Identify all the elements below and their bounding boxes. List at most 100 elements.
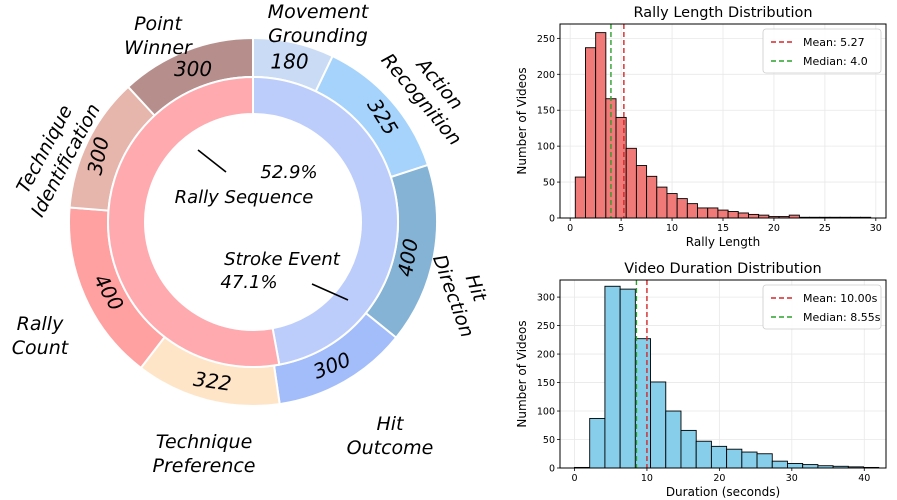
y-tick-label: 200 <box>537 350 555 361</box>
inner-wedge-rally-sequence <box>107 75 281 368</box>
legend-box <box>762 28 882 74</box>
y-tick-label: 150 <box>537 106 555 117</box>
histogram-bar <box>676 198 688 219</box>
outer-label-line: Hit <box>376 413 405 435</box>
histogram-bar <box>771 460 788 469</box>
legend-box <box>762 284 882 330</box>
histogram-bar <box>695 440 712 469</box>
outer-value-movement-grounding: 180 <box>270 50 308 74</box>
histogram-bar <box>646 175 658 219</box>
outer-label-rally-count: Rally Count <box>12 313 70 359</box>
histogram-bar <box>615 116 627 219</box>
plot-frame <box>559 279 887 469</box>
histogram-bar <box>710 445 728 469</box>
x-tick-label: 5 <box>618 223 624 234</box>
stroke-event-leader-line <box>311 283 349 301</box>
stroke-event-label: Stroke Event <box>224 249 341 270</box>
y-tick-label: 0 <box>549 464 555 475</box>
outer-label-hit-outcome: Hit Outcome <box>347 413 434 459</box>
y-tick-label: 100 <box>537 142 555 153</box>
histogram-bar <box>787 462 804 469</box>
rally-length-histogram: Rally Length Distribution 0 5 10 15 20 25 30 0 50… <box>515 5 887 249</box>
outer-label-line: Movement <box>268 1 370 23</box>
outer-label-hit-direction: HitDirection <box>428 244 501 341</box>
legend-median-label: Median: 4.0 <box>803 55 868 68</box>
chart-title: Rally Length Distribution <box>633 5 812 21</box>
histogram-bar <box>666 193 678 219</box>
legend-mean-label: Mean: 10.00s <box>803 292 878 305</box>
y-tick-label: 0 <box>549 214 555 225</box>
y-tick-label: 50 <box>543 178 555 189</box>
x-tick-label: 30 <box>786 473 798 484</box>
x-tick-label: 10 <box>666 223 678 234</box>
x-tick-label: 0 <box>567 223 573 234</box>
outer-label-technique-preference: Technique Preference <box>152 431 255 477</box>
histogram-bar <box>656 186 668 219</box>
histogram-bar <box>737 212 749 219</box>
outer-label-line: Point <box>134 13 183 35</box>
x-axis-label: Rally Length <box>686 235 760 249</box>
y-tick-label: 50 <box>543 435 555 446</box>
y-tick-label: 100 <box>537 407 555 418</box>
y-tick-label: 150 <box>537 378 555 389</box>
rally-sequence-leader-line <box>197 149 227 173</box>
rally-sequence-label: Rally Sequence <box>175 187 314 208</box>
histogram-bar <box>574 176 586 219</box>
rally-sequence-percent: 52.9% <box>260 162 317 183</box>
outer-label-movement-grounding: Movement Grounding <box>268 1 370 47</box>
histogram-bar <box>585 47 597 219</box>
legend-median-label: Median: 8.55s <box>803 311 881 324</box>
histogram-bar <box>802 464 819 469</box>
x-axis-label: Duration (seconds) <box>666 485 780 499</box>
stroke-event-percent: 47.1% <box>220 272 277 293</box>
legend-mean-label: Mean: 5.27 <box>803 36 865 49</box>
x-tick-label: 20 <box>768 223 780 234</box>
x-tick-label: 10 <box>641 473 653 484</box>
x-tick-label: 25 <box>819 223 831 234</box>
histogram-bar <box>619 288 636 469</box>
histogram-bar <box>634 338 652 469</box>
video-duration-histogram: Video Duration Distribution 0 10 20 30 40 0 50 1… <box>515 261 887 499</box>
histogram-bar <box>697 207 709 219</box>
y-axis-label: Number of Videos <box>515 67 529 174</box>
x-tick-label: 20 <box>713 473 725 484</box>
histogram-bar <box>756 453 773 469</box>
histogram-bar <box>589 417 606 469</box>
y-tick-label: 200 <box>537 70 555 81</box>
x-tick-label: 15 <box>717 223 729 234</box>
histogram-bar <box>727 211 739 219</box>
outer-label-line: Rally <box>17 313 64 335</box>
y-axis-label: Number of Videos <box>515 320 529 427</box>
outer-value-point-winner: 300 <box>174 57 212 81</box>
outer-label-line: Outcome <box>347 437 434 459</box>
outer-label-line: Technique <box>156 431 253 453</box>
histogram-bar <box>595 32 607 219</box>
histogram-bar <box>741 451 758 469</box>
histogram-bar <box>665 410 682 469</box>
x-tick-label: 40 <box>858 473 870 484</box>
histogram-bar <box>748 213 760 219</box>
histogram-bar <box>726 448 743 469</box>
histogram-bar <box>680 429 697 469</box>
x-tick-label: 30 <box>870 223 882 234</box>
histogram-bar <box>686 203 698 219</box>
inner-wedge-stroke-event <box>252 75 399 366</box>
y-tick-label: 250 <box>537 321 555 332</box>
outer-value-technique-preference: 322 <box>192 367 233 396</box>
y-tick-label: 250 <box>537 34 555 45</box>
y-tick-label: 300 <box>537 293 555 304</box>
outer-label-point-winner: Point Winner <box>124 13 193 59</box>
x-tick-label: 0 <box>571 473 577 484</box>
histogram-bar <box>604 285 621 469</box>
chart-title: Video Duration Distribution <box>624 261 821 277</box>
histogram-bar <box>650 381 667 469</box>
outer-label-line: Winner <box>124 37 193 59</box>
histogram-bar <box>625 147 637 219</box>
histogram-bar <box>717 209 729 219</box>
histogram-bar <box>707 207 719 219</box>
outer-label-line: Count <box>12 337 70 359</box>
histogram-bar <box>635 165 648 219</box>
outer-label-line: Grounding <box>268 25 368 47</box>
outer-label-line: Preference <box>152 455 255 477</box>
